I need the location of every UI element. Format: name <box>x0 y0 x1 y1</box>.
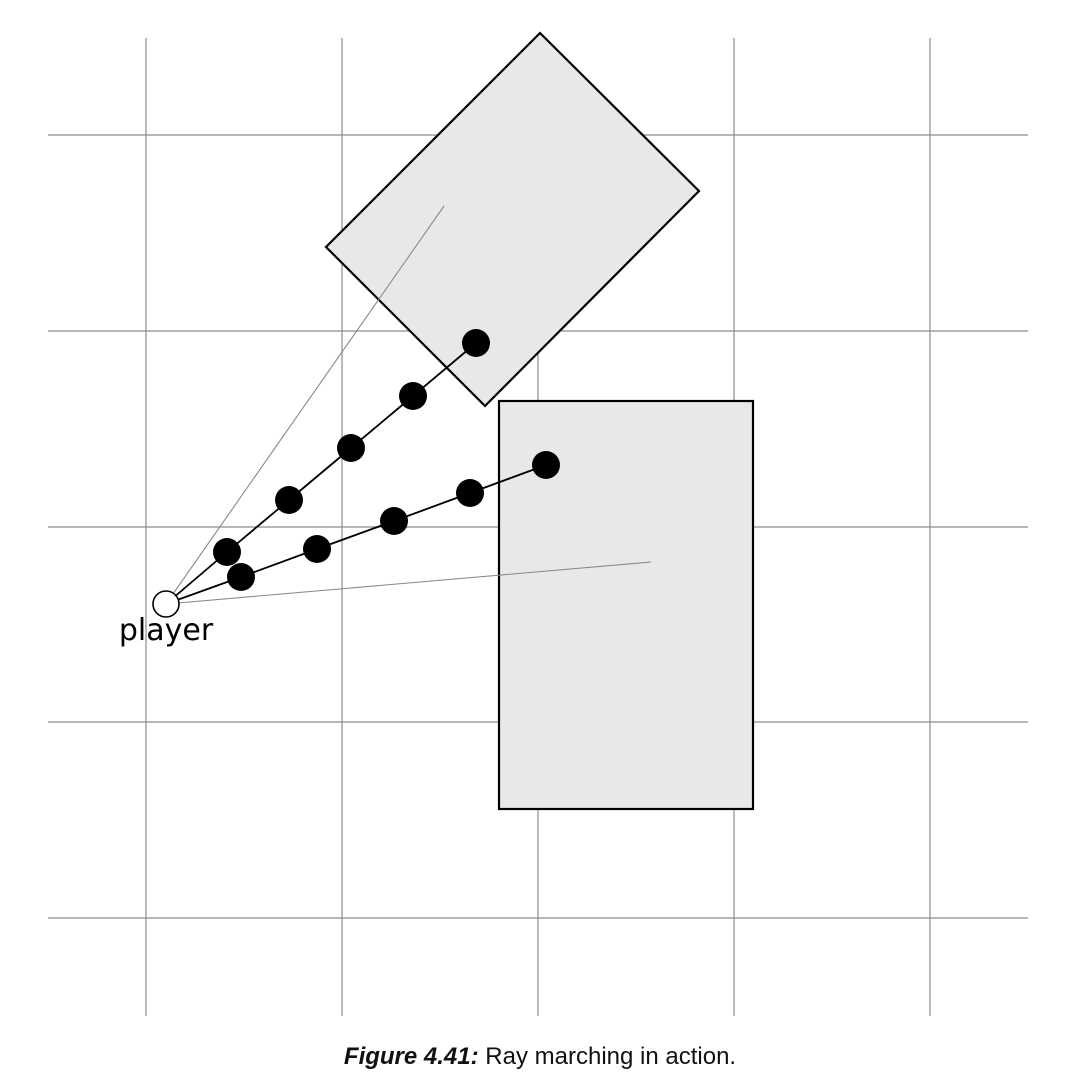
figure-caption: Figure 4.41: Ray marching in action. <box>0 1043 1080 1071</box>
player-marker <box>152 590 180 618</box>
march-step-point <box>399 382 427 410</box>
march-step-point <box>337 434 365 462</box>
ray-to-rotated-box-center <box>165 205 445 605</box>
march-step-point <box>213 538 241 566</box>
figure-caption-text: Ray marching in action. <box>485 1043 737 1070</box>
ray-marching-diagram: player <box>48 31 1028 1016</box>
march-step-point <box>227 563 255 591</box>
march-step-point <box>532 451 560 479</box>
march-step-point <box>303 535 331 563</box>
rotated-box <box>324 31 701 408</box>
figure-number: Figure 4.41: <box>343 1043 479 1070</box>
ray-to-rect-box-center <box>165 561 652 605</box>
player-label: player <box>119 613 214 648</box>
ray-march-path-lower <box>165 464 547 605</box>
march-step-point <box>456 479 484 507</box>
march-step-point <box>380 507 408 535</box>
march-step-point <box>275 486 303 514</box>
march-step-point <box>462 329 490 357</box>
